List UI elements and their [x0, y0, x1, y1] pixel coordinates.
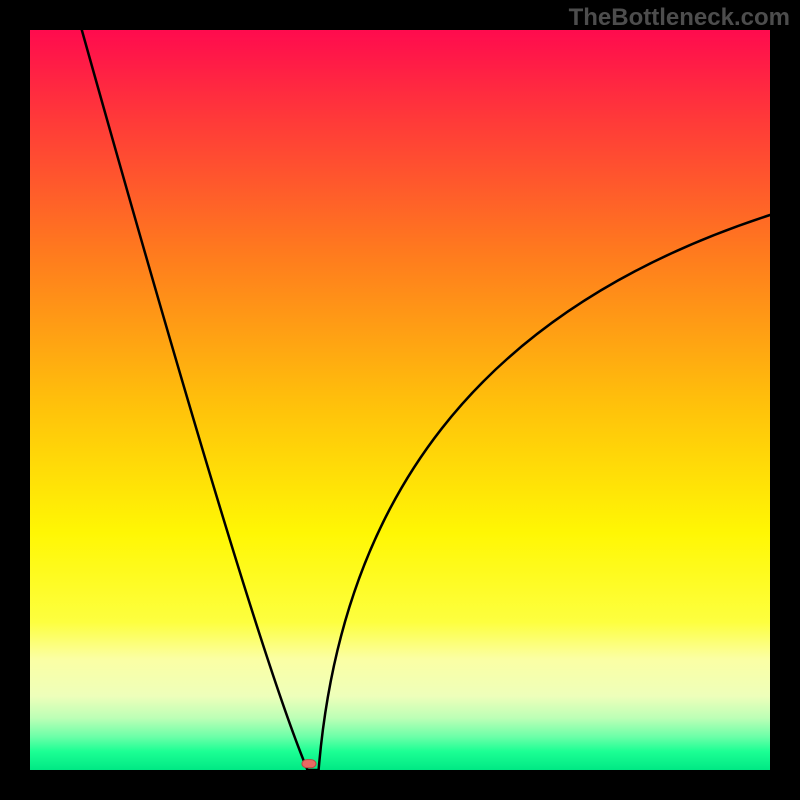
plot-area	[30, 30, 770, 770]
chart-svg	[0, 0, 800, 800]
optimum-marker	[302, 760, 316, 768]
bottleneck-chart: TheBottleneck.com	[0, 0, 800, 800]
watermark-text: TheBottleneck.com	[569, 4, 790, 32]
